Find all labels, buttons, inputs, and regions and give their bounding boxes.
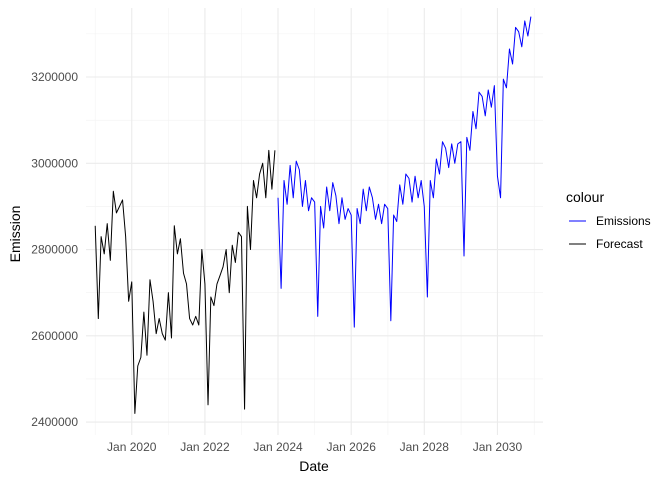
- y-tick-label: 2600000: [31, 329, 78, 343]
- x-tick-label: Jan 2030: [473, 440, 523, 454]
- x-tick-label: Jan 2022: [180, 440, 230, 454]
- x-axis-title: Date: [299, 458, 329, 474]
- y-tick-label: 3000000: [31, 156, 78, 170]
- x-tick-label: Jan 2026: [326, 440, 376, 454]
- series-line-forecast: [94, 149, 276, 414]
- legend: colour Emissions Forecast: [566, 189, 651, 251]
- y-axis-title: Emission: [7, 206, 23, 263]
- legend-title: colour: [566, 189, 604, 205]
- x-tick-label: Jan 2024: [253, 440, 303, 454]
- x-tick-label: Jan 2020: [107, 440, 157, 454]
- legend-label-forecast: Forecast: [596, 237, 643, 251]
- y-tick-label: 3200000: [31, 70, 78, 84]
- legend-label-emissions: Emissions: [596, 214, 651, 228]
- series-layer: [94, 16, 532, 414]
- tick-labels: 2400000 2600000 2800000 3000000 3200000 Jan 2…: [31, 70, 522, 454]
- x-tick-label: Jan 2028: [400, 440, 450, 454]
- y-tick-label: 2400000: [31, 415, 78, 429]
- grid-layer: [86, 8, 543, 435]
- series-line-emissions: [277, 16, 532, 328]
- y-tick-label: 2800000: [31, 243, 78, 257]
